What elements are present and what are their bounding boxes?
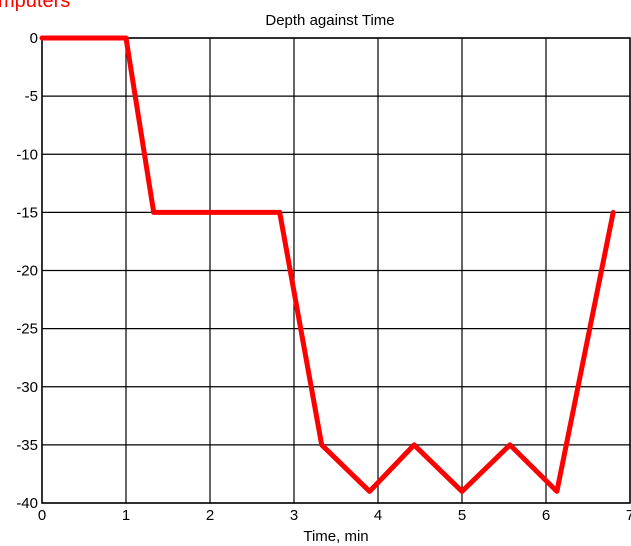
plot-frame	[41, 37, 631, 504]
y-tick-label: -20	[16, 263, 38, 280]
x-axis-label: Time, min	[303, 528, 368, 545]
x-tick-label: 3	[290, 507, 298, 524]
y-tick-label: -5	[25, 88, 38, 105]
y-tick-label: -30	[16, 379, 38, 396]
y-tick-label: -40	[16, 495, 38, 512]
y-tick-label: -35	[16, 437, 38, 454]
x-tick-label: 1	[122, 507, 130, 524]
chart-title: Depth against Time	[265, 12, 394, 29]
y-tick-label: -10	[16, 146, 38, 163]
tick-labels: 0 1 2 3 4 5 6 7 0 -5 -10 -15 -20 -25 -30 -35 -40	[16, 30, 631, 524]
y-tick-label: 0	[30, 30, 38, 47]
grid	[41, 37, 631, 504]
x-tick-label: 5	[458, 507, 466, 524]
series-line-depth	[39, 35, 616, 494]
y-tick-label: -25	[16, 321, 38, 338]
x-tick-label: 2	[206, 507, 214, 524]
x-tick-label: 0	[38, 507, 46, 524]
x-tick-label: 7	[626, 507, 631, 524]
x-tick-label: 4	[374, 507, 382, 524]
x-tick-label: 6	[542, 507, 550, 524]
y-tick-label: -15	[16, 204, 38, 221]
corner-title-fragment: mputers	[0, 0, 70, 12]
